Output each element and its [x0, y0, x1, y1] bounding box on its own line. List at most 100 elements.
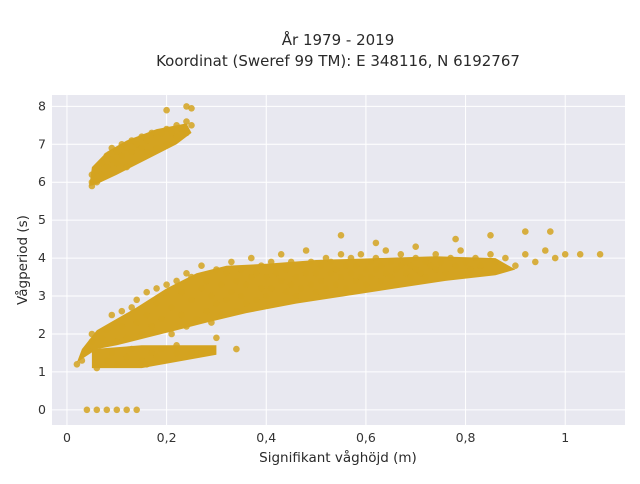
data-point	[342, 285, 350, 292]
data-point	[108, 349, 116, 357]
data-point	[178, 311, 185, 319]
data-point	[113, 160, 121, 167]
main-point-cluster	[76, 256, 516, 363]
data-point	[397, 251, 405, 258]
data-point	[173, 122, 180, 129]
data-point	[387, 273, 395, 281]
data-point	[362, 266, 370, 273]
x-tick-labels: 0 0,2 0,4 0,6 0,8 1	[63, 430, 569, 445]
y-axis-label: Vågperiod (s)	[14, 215, 31, 305]
data-point	[123, 353, 130, 361]
data-point	[163, 106, 170, 114]
data-point	[542, 247, 549, 254]
data-point	[487, 232, 494, 239]
data-point	[312, 288, 320, 296]
data-point	[357, 251, 365, 258]
x-axis-label: Signifikant våghöjd (m)	[259, 449, 417, 466]
data-point	[153, 353, 160, 361]
data-point	[377, 277, 385, 285]
data-point	[203, 277, 210, 285]
data-point	[198, 349, 205, 357]
data-point	[452, 262, 459, 270]
data-point	[123, 163, 130, 171]
data-point	[287, 281, 295, 289]
data-point	[292, 292, 300, 300]
data-point	[233, 277, 240, 285]
data-point	[118, 323, 126, 330]
data-point	[302, 247, 310, 254]
data-point	[218, 311, 225, 319]
y-tick-labels: 0 1 2 3 4 5 6 7 8	[38, 98, 46, 416]
data-point	[203, 307, 210, 315]
data-point	[412, 266, 420, 273]
data-point	[467, 266, 474, 273]
data-point	[522, 251, 529, 258]
data-point	[163, 125, 170, 133]
data-point	[432, 251, 440, 258]
data-point	[188, 349, 195, 357]
data-point	[138, 357, 145, 364]
data-point	[282, 266, 290, 273]
data-point	[98, 160, 106, 167]
data-point	[352, 262, 360, 270]
data-point	[128, 304, 135, 311]
data-point	[208, 292, 215, 300]
data-point	[547, 228, 554, 235]
x-tick-label: 0,4	[256, 430, 276, 445]
data-point	[183, 270, 190, 277]
y-tick-label: 6	[38, 174, 46, 189]
data-point	[103, 163, 111, 171]
data-point	[93, 167, 101, 175]
data-point	[133, 406, 140, 414]
data-point	[168, 330, 175, 338]
data-point	[153, 285, 160, 292]
data-point	[561, 251, 569, 258]
data-point	[138, 330, 145, 338]
data-point	[337, 232, 345, 239]
data-point	[198, 262, 205, 270]
data-point	[332, 281, 340, 289]
data-point	[163, 281, 170, 289]
data-point	[382, 270, 390, 277]
data-point	[148, 323, 155, 330]
data-point	[342, 262, 350, 270]
data-point	[123, 406, 130, 414]
data-point	[113, 148, 121, 156]
data-point	[412, 254, 420, 262]
data-point	[183, 103, 190, 110]
data-point	[128, 345, 135, 353]
data-point	[188, 296, 195, 304]
data-point	[188, 273, 195, 281]
data-point	[198, 285, 205, 292]
data-point	[243, 281, 250, 289]
data-point	[357, 273, 365, 281]
data-point	[492, 258, 499, 266]
data-point	[302, 270, 310, 277]
data-point	[148, 129, 155, 137]
data-point	[108, 311, 116, 319]
data-point	[208, 319, 215, 326]
data-point	[83, 406, 91, 414]
data-point	[153, 133, 160, 140]
data-point	[128, 137, 135, 144]
data-point	[512, 262, 519, 270]
data-point	[183, 129, 190, 137]
y-tick-label: 5	[38, 212, 46, 227]
data-point	[233, 345, 240, 353]
data-point	[248, 254, 255, 262]
data-point	[248, 273, 255, 281]
data-point	[193, 315, 200, 323]
data-point	[188, 122, 195, 129]
data-point	[218, 281, 225, 289]
data-point	[173, 277, 180, 285]
data-point	[143, 148, 150, 156]
data-point	[108, 144, 116, 152]
data-point	[103, 357, 111, 364]
data-point	[532, 258, 539, 266]
data-point	[133, 319, 140, 326]
data-point	[238, 266, 245, 273]
data-point	[183, 323, 190, 330]
data-point	[193, 349, 200, 357]
